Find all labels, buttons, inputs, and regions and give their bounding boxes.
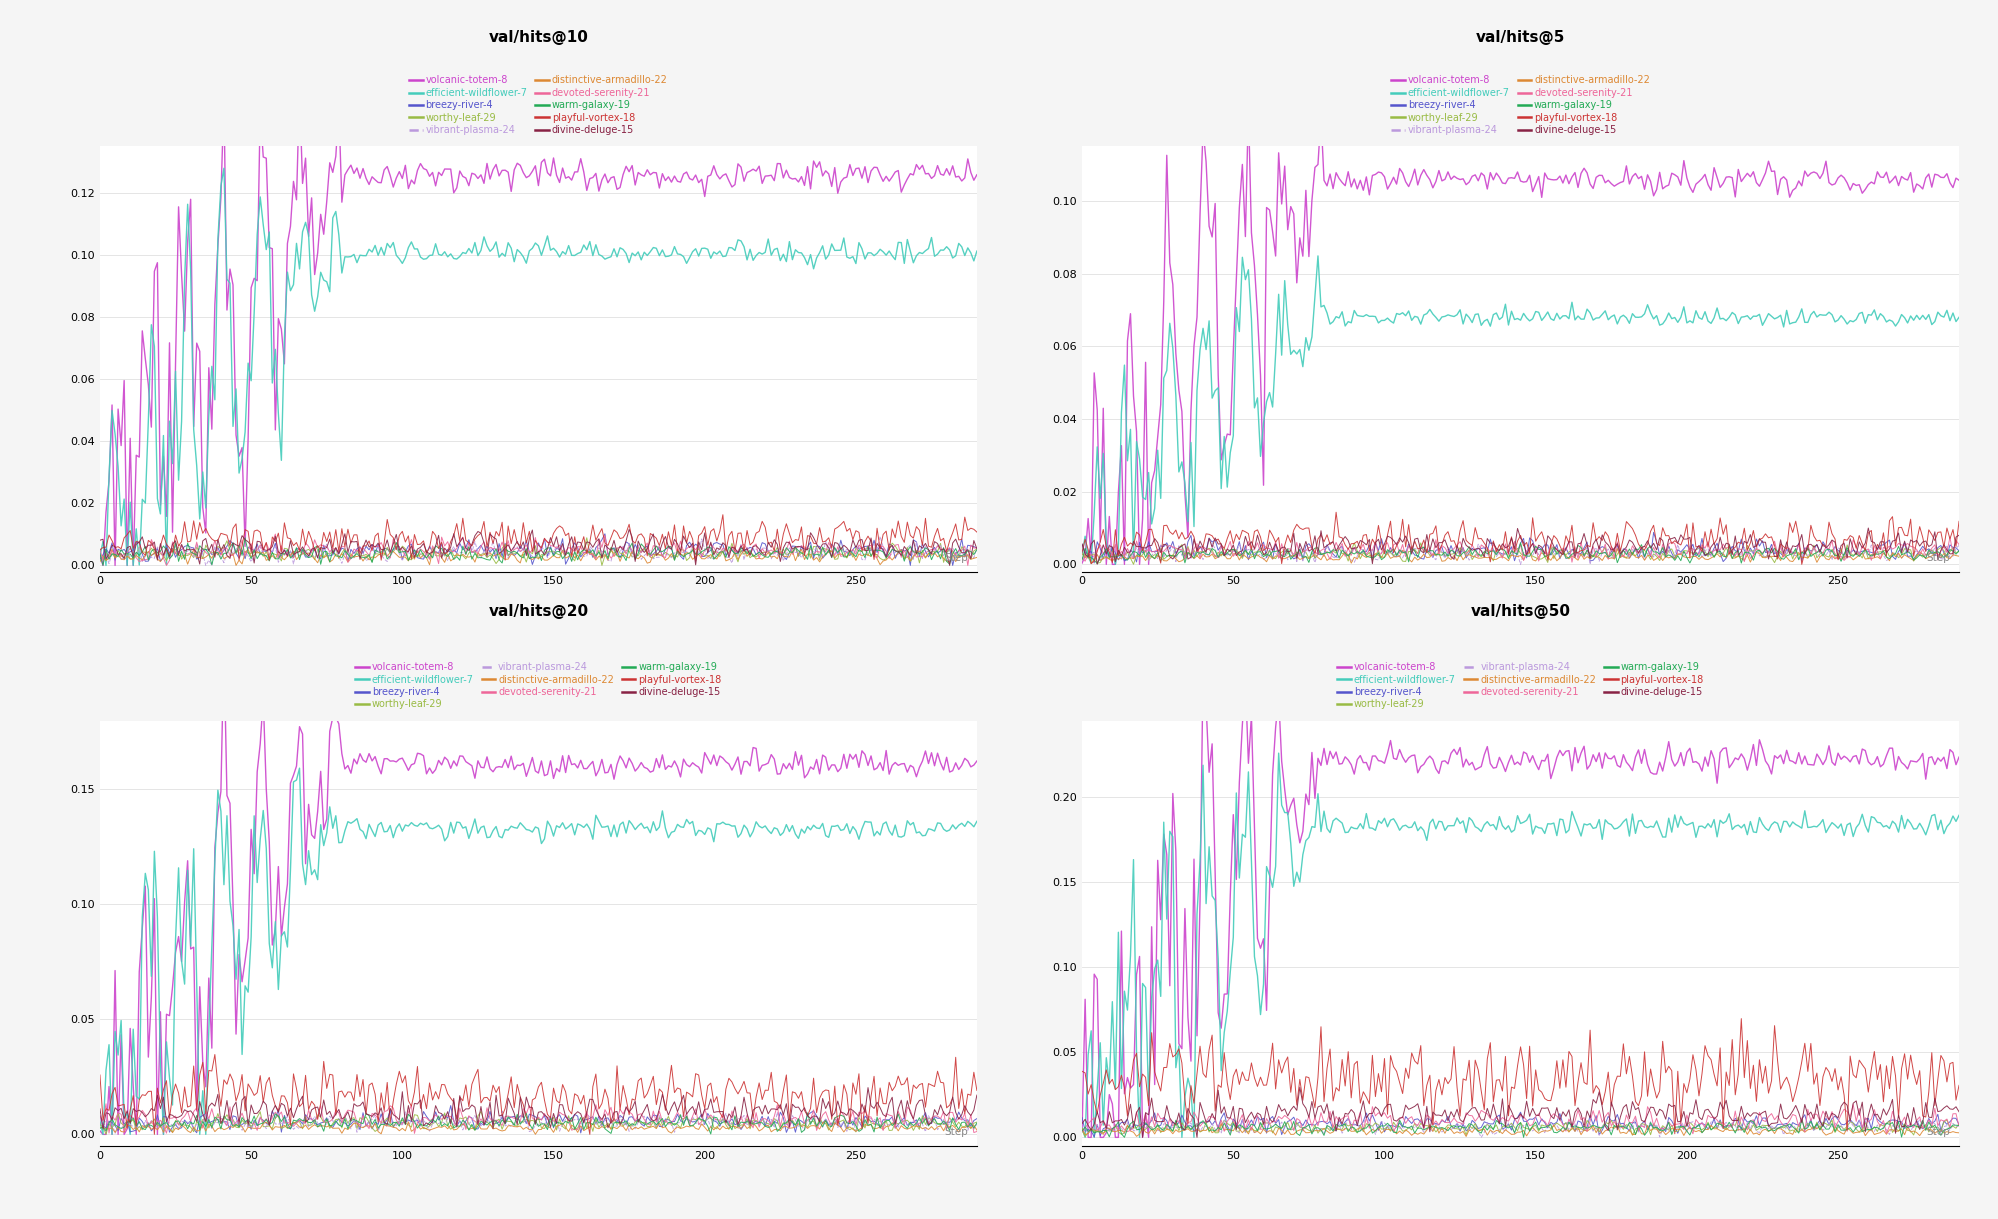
Text: Step: Step (943, 553, 967, 563)
Legend: volcanic-totem-8, efficient-wildflower-7, breezy-river-4, worthy-leaf-29, vibran: volcanic-totem-8, efficient-wildflower-7… (354, 661, 723, 712)
Text: Step: Step (1926, 1128, 1950, 1137)
Title: val/hits@20: val/hits@20 (488, 605, 587, 619)
Legend: volcanic-totem-8, efficient-wildflower-7, breezy-river-4, worthy-leaf-29, vibran: volcanic-totem-8, efficient-wildflower-7… (408, 73, 669, 138)
Title: val/hits@10: val/hits@10 (488, 30, 587, 45)
Title: val/hits@5: val/hits@5 (1475, 30, 1564, 45)
Text: Step: Step (943, 1128, 967, 1137)
Title: val/hits@50: val/hits@50 (1471, 605, 1570, 619)
Legend: volcanic-totem-8, efficient-wildflower-7, breezy-river-4, worthy-leaf-29, vibran: volcanic-totem-8, efficient-wildflower-7… (1389, 73, 1650, 138)
Text: Step: Step (1926, 553, 1950, 563)
Legend: volcanic-totem-8, efficient-wildflower-7, breezy-river-4, worthy-leaf-29, vibran: volcanic-totem-8, efficient-wildflower-7… (1335, 661, 1704, 712)
